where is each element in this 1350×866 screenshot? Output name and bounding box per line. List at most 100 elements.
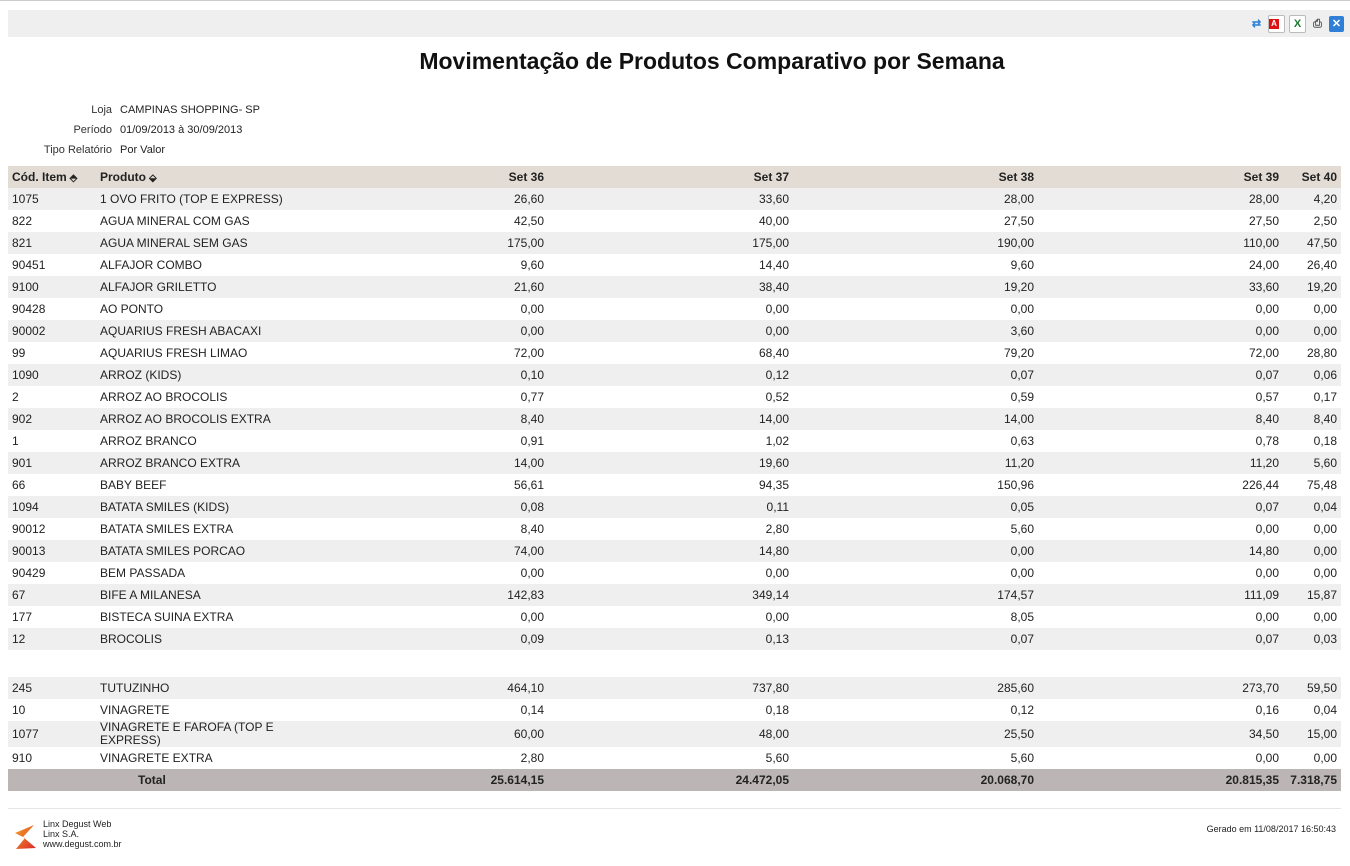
brand-info: Linx Degust Web Linx S.A. www.degust.com…	[43, 819, 122, 849]
table-row: 90013 BATATA SMILES PORCAO 74,00 14,80 0,00 1…	[8, 540, 1341, 562]
week-value: 0,05	[793, 496, 1038, 518]
column-header-set40: Set 40	[1283, 166, 1341, 188]
item-code: 90013	[8, 540, 96, 562]
week-value: 0,00	[520, 609, 544, 624]
week-value: 28,00	[1038, 188, 1283, 210]
week-value: 8,40	[1038, 408, 1283, 430]
item-code: 2	[12, 389, 19, 404]
week-value: 0,14	[520, 702, 544, 717]
column-header-set36: Set 36	[300, 166, 548, 188]
report-table: Cód. Item ⬘ Produto ⬙ Set 36 Set 37 Set 38…	[8, 166, 1341, 791]
product-name: ARROZ AO BROCOLIS	[100, 389, 228, 404]
week-value: 0,13	[548, 628, 793, 650]
week-value: 14,80	[1038, 540, 1283, 562]
week-value: 0,52	[765, 389, 789, 404]
filter-label: Loja	[91, 104, 112, 116]
week-value: 21,60	[300, 276, 548, 298]
refresh-icon[interactable]: ⇄	[1251, 18, 1262, 30]
brand-name: Linx Degust Web	[43, 819, 112, 829]
week-value: 59,50	[1283, 677, 1341, 699]
item-code: 90012	[12, 521, 46, 536]
item-code: 9100	[8, 276, 96, 298]
column-header-code[interactable]: Cód. Item ⬘	[8, 166, 96, 188]
table-row: 902 ARROZ AO BROCOLIS EXTRA 8,40 14,00 14,00…	[8, 408, 1341, 430]
week-value: 0,07	[793, 628, 1038, 650]
table-row: 90012 BATATA SMILES EXTRA 8,40 2,80 5,60 0,00…	[8, 518, 1341, 540]
table-row: 90002 AQUARIUS FRESH ABACAXI 0,00 0,00 3,60 0…	[8, 320, 1341, 342]
week-value: 24,00	[1248, 257, 1279, 272]
week-value: 56,61	[513, 477, 544, 492]
table-row: 90428 AO PONTO 0,00 0,00 0,00 0,00 0,00	[8, 298, 1341, 320]
product-name: VINAGRETE E FAROFA (TOP E EXPRESS)	[96, 721, 300, 747]
week-value: 0,00	[1283, 320, 1341, 342]
column-header-product[interactable]: Produto ⬙	[96, 166, 300, 188]
week-value: 0,59	[1010, 389, 1034, 404]
week-value: 26,40	[1306, 257, 1337, 272]
week-value: 33,60	[1038, 276, 1283, 298]
week-value: 9,60	[520, 257, 544, 272]
item-code: 90451	[12, 257, 46, 272]
week-value: 0,08	[300, 496, 548, 518]
week-value: 0,00	[1313, 609, 1337, 624]
item-code: 67	[8, 584, 96, 606]
filter-value: Por Valor	[120, 144, 166, 156]
week-value: 175,00	[548, 232, 793, 254]
table-header: Cód. Item ⬘ Produto ⬙ Set 36 Set 37 Set 38…	[8, 166, 1341, 188]
week-value: 47,50	[1283, 232, 1341, 254]
excel-icon[interactable]: X	[1289, 15, 1306, 33]
week-value: 34,50	[1038, 721, 1283, 747]
table-row: 1075 1 OVO FRITO (TOP E EXPRESS) 26,60 33,6…	[8, 188, 1341, 210]
week-value: 0,00	[1255, 565, 1279, 580]
sort-icon[interactable]: ⬙	[149, 173, 157, 184]
table-row: 12 BROCOLIS 0,09 0,13 0,07 0,07 0,03	[8, 628, 1341, 650]
total-label: Total	[96, 769, 300, 791]
week-value: 8,05	[1010, 609, 1034, 624]
column-header-set37: Set 37	[548, 166, 793, 188]
week-value: 0,04	[1313, 702, 1337, 717]
week-value: 26,60	[300, 188, 548, 210]
week-value: 0,00	[765, 609, 789, 624]
table-row: 2 ARROZ AO BROCOLIS 0,77 0,52 0,59 0,57 0,17	[8, 386, 1341, 408]
item-code: 1077	[8, 721, 96, 747]
product-name: 1 OVO FRITO (TOP E EXPRESS)	[96, 188, 300, 210]
week-value: 0,00	[520, 565, 544, 580]
table-row: 1 ARROZ BRANCO 0,91 1,02 0,63 0,78 0,18	[8, 430, 1341, 452]
product-name: ARROZ BRANCO	[100, 433, 197, 448]
table-row: 9100 ALFAJOR GRILETTO 21,60 38,40 19,20 33,60…	[8, 276, 1341, 298]
table-row: 910 VINAGRETE EXTRA 2,80 5,60 5,60 0,00 0,00	[8, 747, 1341, 769]
week-value: 28,80	[1306, 345, 1337, 360]
item-code: 10	[12, 702, 26, 717]
pdf-icon[interactable]: A	[1268, 15, 1285, 33]
rows-gap	[8, 650, 1341, 677]
week-value: 5,60	[1010, 750, 1034, 765]
week-value: 60,00	[300, 721, 548, 747]
product-name: VINAGRETE	[100, 702, 170, 717]
print-icon[interactable]: ⎙	[1313, 18, 1322, 30]
product-name: AO PONTO	[100, 301, 164, 316]
table-row: 822 AGUA MINERAL COM GAS 42,50 40,00 27,50 27…	[8, 210, 1341, 232]
sort-icon[interactable]: ⬘	[69, 173, 78, 184]
week-value: 4,20	[1283, 188, 1341, 210]
generated-timestamp: Gerado em 11/08/2017 16:50:43	[1206, 824, 1336, 834]
close-icon[interactable]: ✕	[1329, 16, 1344, 32]
week-value: 0,00	[793, 540, 1038, 562]
week-value: 190,00	[793, 232, 1038, 254]
item-code: 90429	[12, 565, 46, 580]
item-code: 901	[8, 452, 96, 474]
total-value: 25.614,15	[300, 769, 548, 791]
week-value: 19,60	[548, 452, 793, 474]
product-name: ARROZ (KIDS)	[96, 364, 300, 386]
week-value: 19,20	[1283, 276, 1341, 298]
week-value: 0,00	[1255, 609, 1279, 624]
week-value: 0,07	[1038, 628, 1283, 650]
total-value: 24.472,05	[548, 769, 793, 791]
website-link[interactable]: www.degust.com.br	[43, 839, 122, 849]
item-code: 90002	[8, 320, 96, 342]
table-row: 1077 VINAGRETE E FAROFA (TOP E EXPRESS) 60…	[8, 721, 1341, 747]
item-code: 1094	[8, 496, 96, 518]
product-name: VINAGRETE EXTRA	[100, 750, 213, 765]
table-row: 66 BABY BEEF 56,61 94,35 150,96 226,44 75,48	[8, 474, 1341, 496]
week-value: 79,20	[1003, 345, 1034, 360]
page-title: Movimentação de Produtos Comparativo por…	[419, 48, 1005, 74]
product-name: TUTUZINHO	[96, 677, 300, 699]
